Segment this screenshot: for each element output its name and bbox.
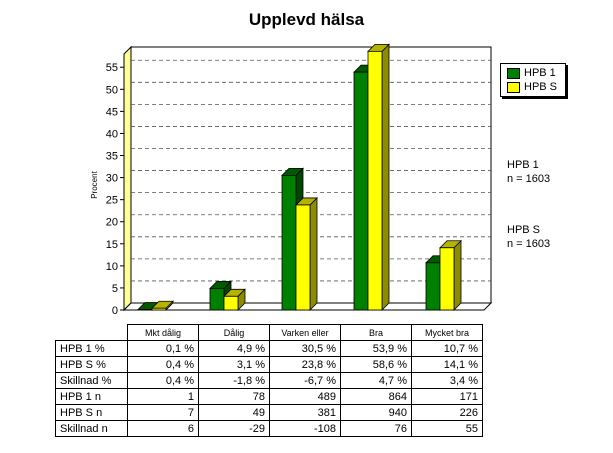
legend-swatch-hpbs — [507, 81, 520, 93]
chart-title: Upplevd hälsa — [248, 10, 365, 29]
table-cell: 49 — [198, 404, 270, 421]
y-tick-label: 55 — [106, 62, 118, 74]
table-row: HPB S % 0,4 % 3,1 % 23,8 % 58,6 % 14,1 % — [55, 356, 483, 373]
y-tick-label: 45 — [106, 106, 118, 118]
legend-swatch-hpb1 — [507, 67, 520, 79]
table-cell: 78 — [198, 388, 270, 405]
y-tick-label: 50 — [106, 84, 118, 96]
table-cell: -29 — [198, 420, 270, 437]
legend-item-hpb1: HPB 1 — [507, 67, 556, 79]
table-cell: 864 — [340, 388, 412, 405]
y-tick-label: 25 — [106, 195, 118, 207]
row-label: HPB S % — [55, 356, 128, 373]
row-label: HPB 1 % — [55, 340, 128, 357]
table-cell: 940 — [340, 404, 412, 421]
y-tick-label: 10 — [106, 261, 118, 273]
side-wall — [123, 45, 132, 312]
gridlines — [131, 59, 491, 282]
table-cell: 14,1 % — [411, 356, 483, 373]
table-header-row: Mkt dålig Dålig Varken eller Bra Mycket … — [56, 324, 483, 341]
table-cell: 381 — [269, 404, 341, 421]
column-header: Varken eller — [269, 324, 341, 341]
table-cell: -108 — [269, 420, 341, 437]
table-cell: 0,4 % — [127, 356, 199, 373]
table-cell: 489 — [269, 388, 341, 405]
note-hpb1-title: HPB 1 — [507, 159, 539, 171]
y-tick-label: 15 — [106, 239, 118, 251]
y-axis-label: Procent — [90, 170, 99, 198]
table-cell: 6 — [127, 420, 199, 437]
table-cell: -1,8 % — [198, 372, 270, 389]
bars — [137, 43, 462, 311]
column-header: Dålig — [198, 324, 270, 341]
row-label: Skillnad n — [55, 420, 128, 437]
table-cell: 226 — [411, 404, 483, 421]
table-cell: 53,9 % — [340, 340, 412, 357]
table-corner — [56, 325, 128, 341]
legend-label-hpb1: HPB 1 — [524, 67, 556, 79]
row-label: HPB S n — [55, 404, 128, 421]
table-cell: 10,7 % — [411, 340, 483, 357]
table-cell: 171 — [411, 388, 483, 405]
table-cell: 58,6 % — [340, 356, 412, 373]
table-cell: 23,8 % — [269, 356, 341, 373]
table-row: HPB 1 n 1 78 489 864 171 — [55, 388, 483, 405]
column-header: Bra — [340, 324, 412, 341]
y-tick-label: 20 — [106, 217, 118, 229]
bar-hpb-s-3 — [367, 43, 390, 311]
table-row: HPB 1 % 0,1 % 4,9 % 30,5 % 53,9 % 10,7 % — [55, 340, 483, 357]
bar-hpb-s-4 — [439, 239, 462, 311]
table-cell: -6,7 % — [269, 372, 341, 389]
table-cell: 7 — [127, 404, 199, 421]
data-table: Mkt dålig Dålig Varken eller Bra Mycket … — [55, 324, 483, 437]
table-cell: 3,4 % — [411, 372, 483, 389]
y-axis: 0 5 10 15 20 25 30 35 40 45 50 55 — [106, 54, 125, 317]
table-cell: 4,9 % — [198, 340, 270, 357]
table-row: Skillnad % 0,4 % -1,8 % -6,7 % 4,7 % 3,4… — [55, 372, 483, 389]
column-header: Mycket bra — [411, 324, 483, 341]
column-header: Mkt dålig — [127, 324, 199, 341]
note-hpbs-title: HPB S — [507, 224, 541, 236]
note-hpb1: HPB 1 n = 1603 — [507, 158, 550, 186]
bar-hpb-s-0 — [151, 300, 174, 311]
y-tick-label: 30 — [106, 173, 118, 185]
table-cell: 3,1 % — [198, 356, 270, 373]
legend-label-hpbs: HPB S — [524, 81, 558, 93]
y-tick-label: 35 — [106, 151, 118, 163]
row-label: Skillnad % — [55, 372, 128, 389]
table-row: Skillnad n 6 -29 -108 76 55 — [55, 420, 483, 437]
table-cell: 76 — [340, 420, 412, 437]
bar-hpb-s-1 — [223, 288, 246, 311]
table-cell: 55 — [411, 420, 483, 437]
note-hpb1-n: n = 1603 — [507, 173, 551, 185]
y-tick-label: 5 — [112, 283, 118, 295]
y-tick-label: 40 — [106, 128, 118, 140]
row-label: HPB 1 n — [55, 388, 128, 405]
table-cell: 30,5 % — [269, 340, 341, 357]
legend-item-hpbs: HPB S — [507, 81, 557, 93]
note-hpbs: HPB S n = 1603 — [507, 223, 550, 251]
legend: HPB 1 HPB S — [500, 63, 566, 97]
note-hpbs-n: n = 1603 — [507, 238, 551, 250]
table-cell: 1 — [127, 388, 199, 405]
y-tick-label: 0 — [112, 305, 118, 317]
table-cell: 4,7 % — [340, 372, 412, 389]
table-row: HPB S n 7 49 381 940 226 — [55, 404, 483, 421]
table-cell: 0,4 % — [127, 372, 199, 389]
table-cell: 0,1 % — [127, 340, 199, 357]
bar-hpb-s-2 — [295, 196, 318, 311]
